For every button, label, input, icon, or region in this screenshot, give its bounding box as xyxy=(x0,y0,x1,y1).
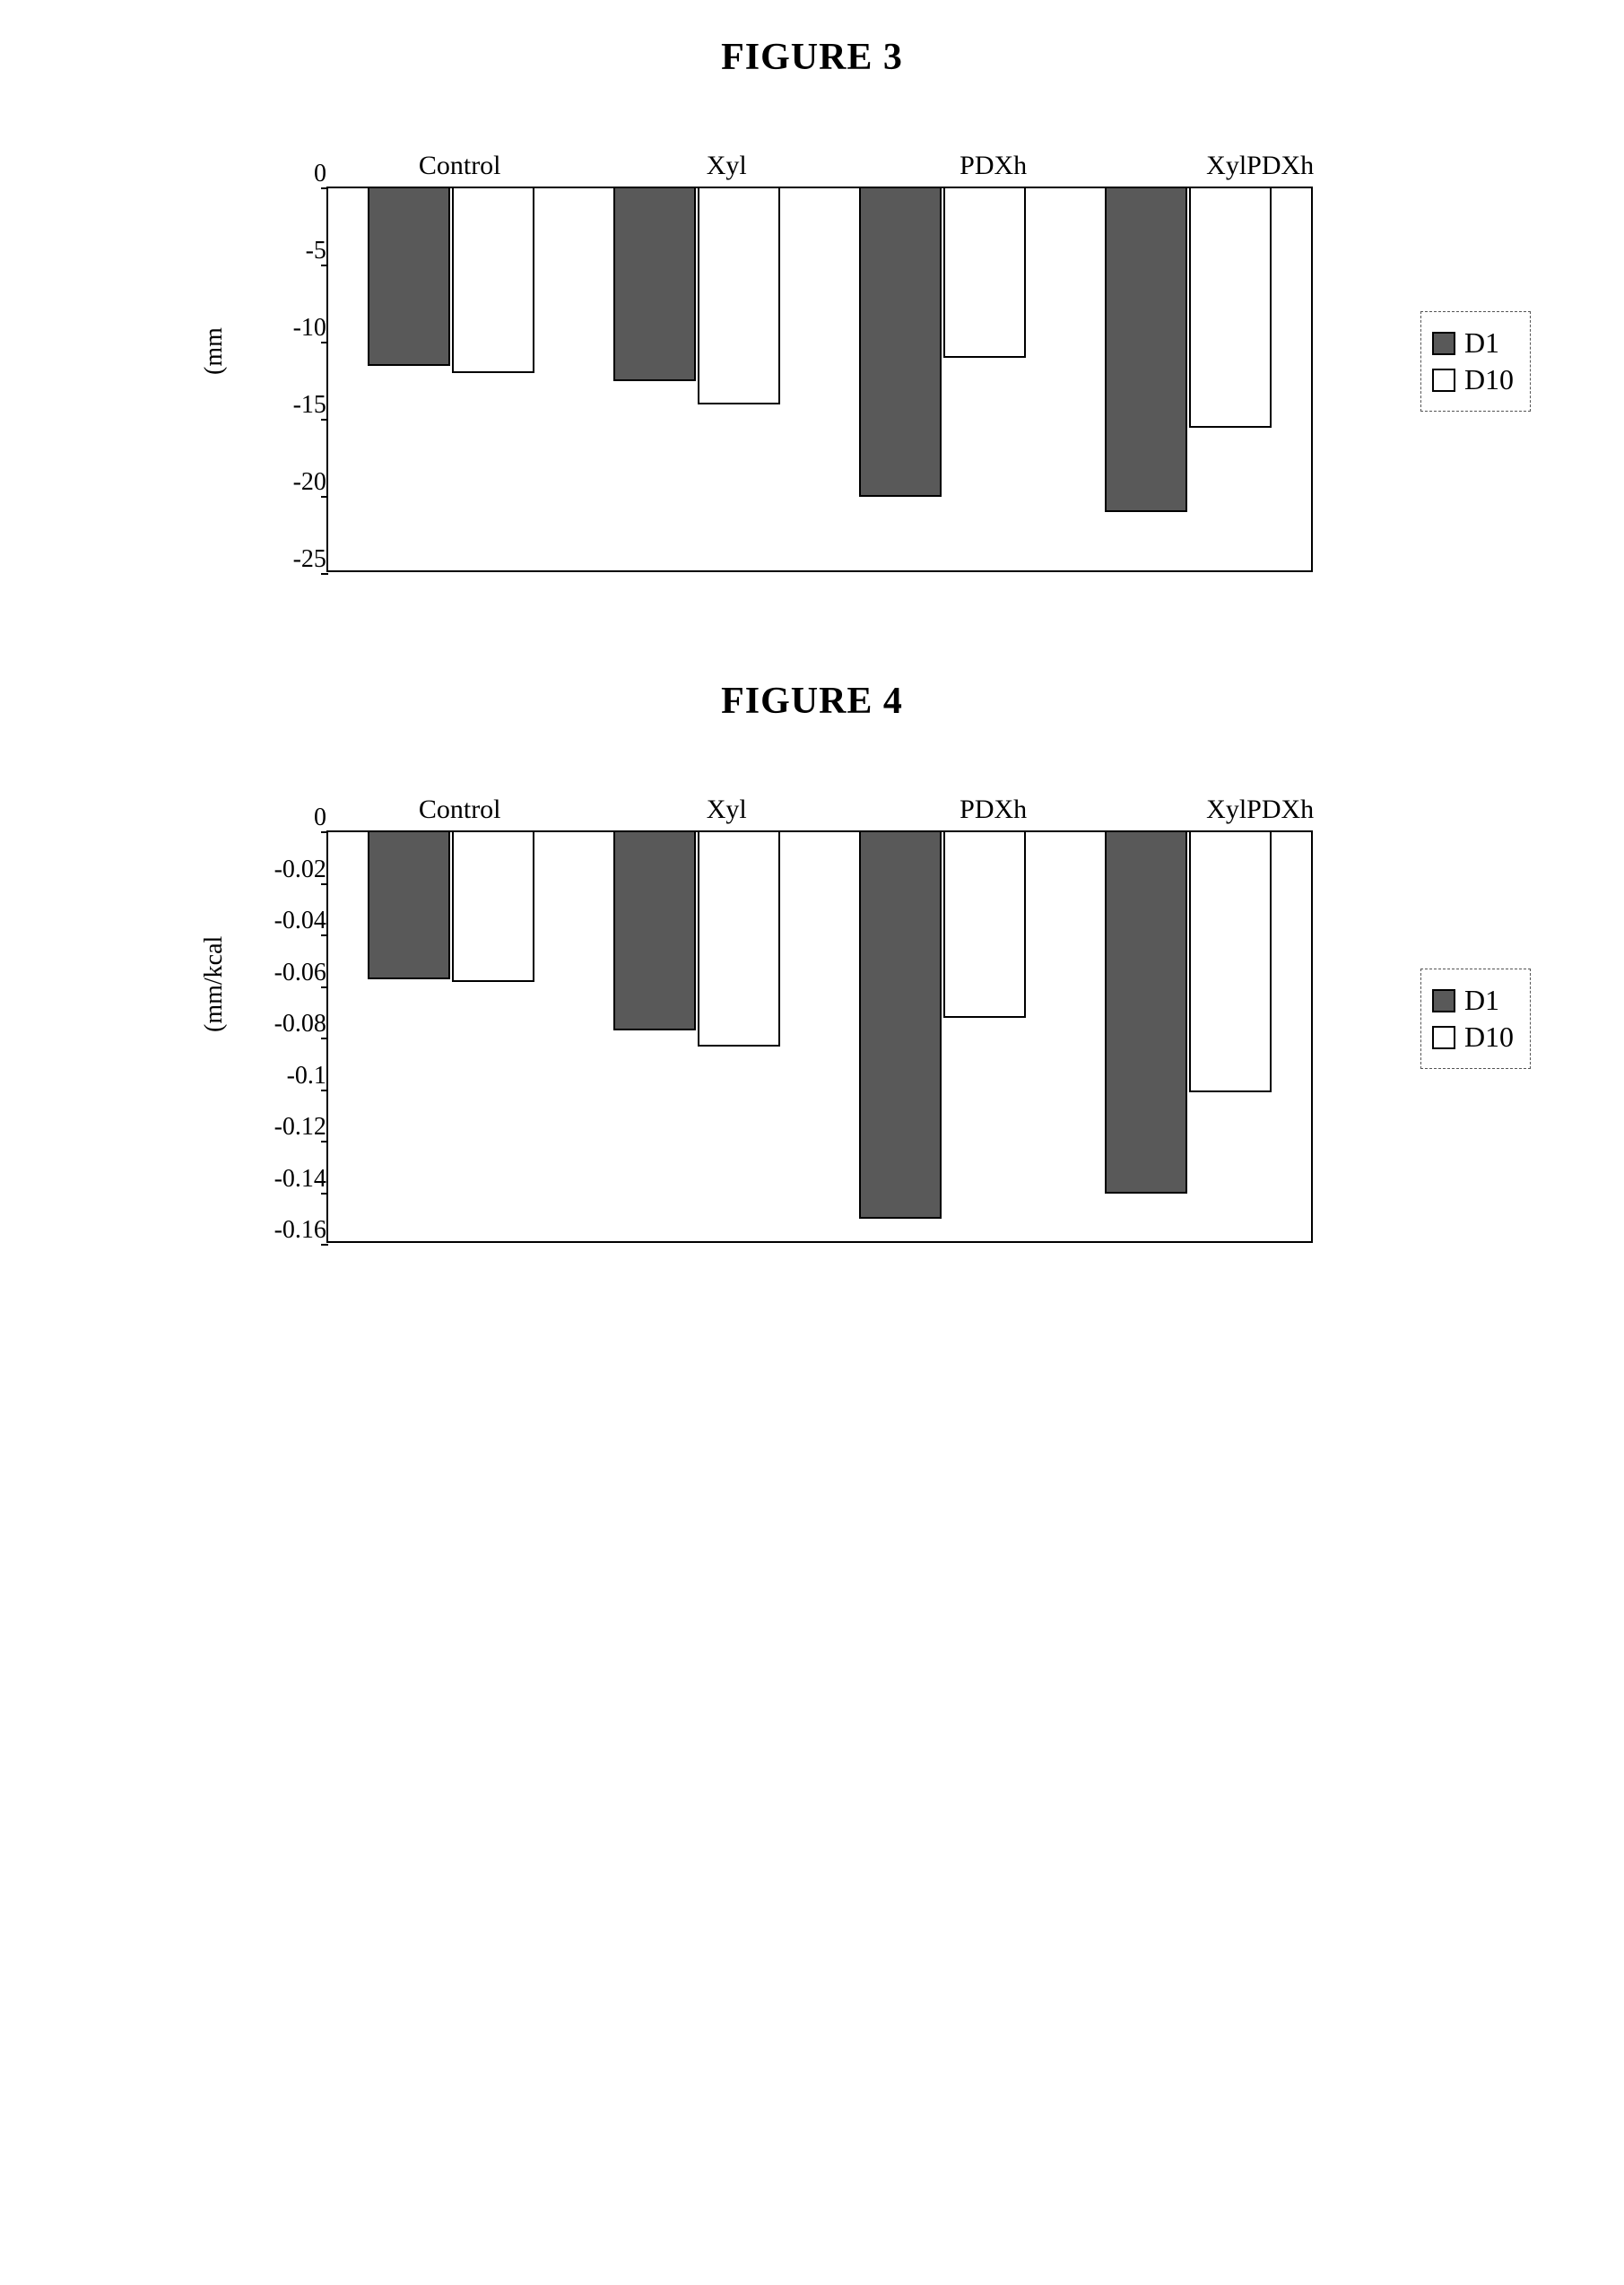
legend-item: D1 xyxy=(1432,984,1514,1017)
legend-swatch xyxy=(1432,369,1455,392)
legend-label: D10 xyxy=(1464,1021,1514,1054)
bar xyxy=(368,188,450,366)
bar xyxy=(859,832,942,1219)
plot-column: ControlXylPDXhXylPDXh0-0.02-0.04-0.06-0.… xyxy=(246,795,1394,1243)
bar xyxy=(1189,832,1272,1092)
y-tick-mark xyxy=(321,1193,328,1195)
figure-title: FIGURE 3 xyxy=(54,36,1570,79)
legend-swatch xyxy=(1432,1026,1455,1049)
y-tick-mark xyxy=(321,342,328,343)
y-tick-mark xyxy=(321,986,328,988)
plot-row: 0-0.02-0.04-0.06-0.08-0.1-0.12-0.14-0.16 xyxy=(246,830,1394,1243)
category-label: Control xyxy=(326,795,594,830)
bar xyxy=(613,832,696,1030)
y-tick-mark xyxy=(321,187,328,189)
plot-row: 0-5-10-15-20-25 xyxy=(246,187,1394,572)
chart-wrap: (mm/kcalControlXylPDXhXylPDXh0-0.02-0.04… xyxy=(161,795,1570,1243)
y-tick-mark xyxy=(321,1141,328,1142)
bar-group xyxy=(328,188,574,570)
y-tick-mark xyxy=(321,1090,328,1091)
y-tick-mark xyxy=(321,934,328,936)
category-label: XylPDXh xyxy=(1126,795,1394,830)
y-tick-mark xyxy=(321,883,328,885)
plot-area xyxy=(326,187,1313,572)
bar-group xyxy=(574,832,820,1241)
y-tick-mark xyxy=(321,1038,328,1039)
y-tick-mark xyxy=(321,265,328,266)
bar-group xyxy=(328,832,574,1241)
y-tick-mark xyxy=(321,831,328,833)
bar-group xyxy=(1065,832,1311,1241)
legend-item: D10 xyxy=(1432,363,1514,396)
category-label: PDXh xyxy=(860,795,1127,830)
y-axis-label: (mm xyxy=(200,348,229,375)
bar xyxy=(452,188,534,373)
legend-swatch xyxy=(1432,989,1455,1012)
bar-group xyxy=(1065,188,1311,570)
plot-area xyxy=(326,830,1313,1243)
legend: D1D10 xyxy=(1420,311,1531,412)
figure-2: FIGURE 4(mm/kcalControlXylPDXhXylPDXh0-0… xyxy=(54,680,1570,1243)
bar xyxy=(1189,188,1272,428)
y-tick-mark xyxy=(321,1244,328,1246)
legend-label: D10 xyxy=(1464,363,1514,396)
figure-title: FIGURE 4 xyxy=(54,680,1570,723)
bar xyxy=(943,188,1026,358)
plot-column: ControlXylPDXhXylPDXh0-5-10-15-20-25 xyxy=(246,151,1394,572)
bar xyxy=(1105,188,1187,512)
bar-group xyxy=(574,188,820,570)
bar xyxy=(859,188,942,497)
y-tick-mark xyxy=(321,496,328,498)
bar xyxy=(698,188,780,404)
category-row: ControlXylPDXhXylPDXh xyxy=(326,151,1394,187)
legend-label: D1 xyxy=(1464,984,1499,1017)
bars-layer xyxy=(328,832,1311,1241)
legend-item: D10 xyxy=(1432,1021,1514,1054)
y-ticks: 0-0.02-0.04-0.06-0.08-0.1-0.12-0.14-0.16 xyxy=(246,830,326,1243)
bar xyxy=(452,832,534,982)
y-ticks: 0-5-10-15-20-25 xyxy=(246,187,326,572)
bar xyxy=(698,832,780,1047)
category-label: PDXh xyxy=(860,151,1127,187)
legend-label: D1 xyxy=(1464,326,1499,360)
bar xyxy=(1105,832,1187,1194)
category-row: ControlXylPDXhXylPDXh xyxy=(326,795,1394,830)
category-label: XylPDXh xyxy=(1126,151,1394,187)
bar-group xyxy=(820,832,1065,1241)
legend-swatch xyxy=(1432,332,1455,355)
category-label: Xyl xyxy=(593,151,860,187)
bar-group xyxy=(820,188,1065,570)
legend: D1D10 xyxy=(1420,969,1531,1069)
bars-layer xyxy=(328,188,1311,570)
y-axis-label: (mm/kcal xyxy=(200,1005,229,1032)
bar xyxy=(943,832,1026,1018)
category-label: Xyl xyxy=(593,795,860,830)
legend-item: D1 xyxy=(1432,326,1514,360)
y-tick-mark xyxy=(321,419,328,421)
chart-wrap: (mmControlXylPDXhXylPDXh0-5-10-15-20-25D… xyxy=(161,151,1570,572)
figure-1: FIGURE 3(mmControlXylPDXhXylPDXh0-5-10-1… xyxy=(54,36,1570,572)
y-tick-mark xyxy=(321,573,328,575)
category-label: Control xyxy=(326,151,594,187)
bar xyxy=(368,832,450,979)
bar xyxy=(613,188,696,381)
